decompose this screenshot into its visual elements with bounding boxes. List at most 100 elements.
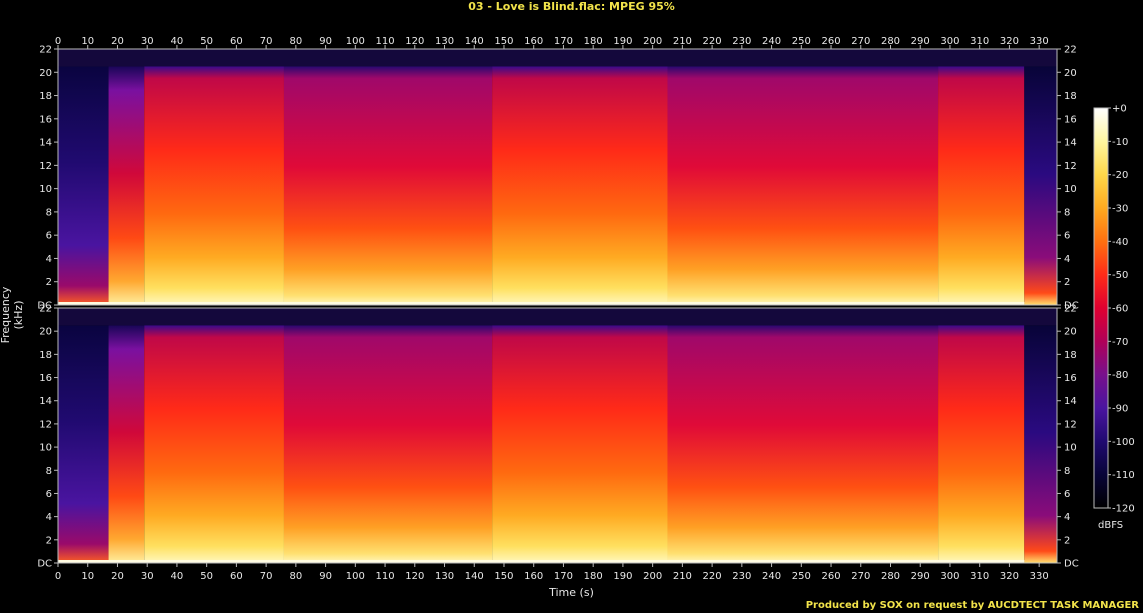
y-tick-label: 10 — [1064, 184, 1077, 195]
x-tick-label: 190 — [613, 571, 632, 582]
y-tick-label: 16 — [1064, 114, 1077, 125]
spectrogram-segment — [938, 325, 1025, 563]
dc-band — [58, 560, 1025, 563]
y-tick-label: 16 — [39, 114, 52, 125]
x-tick-label: 140 — [465, 571, 484, 582]
y-tick-label: 4 — [1064, 254, 1070, 265]
x-tick-label: 20 — [111, 36, 124, 47]
x-tick-label: 270 — [851, 36, 870, 47]
y-tick-label: 6 — [46, 489, 52, 500]
y-tick-label: 14 — [39, 396, 52, 407]
x-tick-label: 20 — [111, 571, 124, 582]
x-tick-label: 220 — [703, 571, 722, 582]
x-tick-label: 40 — [171, 571, 184, 582]
x-tick-label: 290 — [911, 36, 930, 47]
x-tick-label: 290 — [911, 571, 930, 582]
x-tick-label: 260 — [821, 571, 840, 582]
x-tick-label: 260 — [821, 36, 840, 47]
chart-title: 03 - Love is Blind.flac: MPEG 95% — [468, 0, 675, 13]
x-tick-label: 180 — [584, 36, 603, 47]
y-tick-label: 20 — [1064, 68, 1077, 79]
y-tick-label: DC — [37, 559, 52, 570]
colorbar-tick-label: -30 — [1112, 204, 1128, 215]
y-tick-label: 18 — [39, 350, 52, 361]
x-tick-label: 100 — [346, 571, 365, 582]
x-tick-label: 30 — [141, 571, 154, 582]
spectrogram-segment — [492, 325, 668, 563]
x-tick-label: 180 — [584, 571, 603, 582]
y-tick-label: 4 — [46, 254, 52, 265]
x-tick-label: 70 — [260, 36, 273, 47]
y-tick-label: 8 — [46, 466, 52, 477]
panel-border — [57, 48, 1058, 306]
colorbar-tick-label: +0 — [1112, 104, 1127, 115]
x-tick-label: 30 — [141, 36, 154, 47]
x-tick-label: 130 — [435, 571, 454, 582]
y-tick-label: 8 — [46, 207, 52, 218]
x-tick-label: 330 — [1030, 571, 1049, 582]
y-tick-label: 18 — [1064, 350, 1077, 361]
spectrogram-segment — [492, 66, 668, 305]
x-tick-label: 200 — [643, 36, 662, 47]
y-tick-label: 10 — [39, 184, 52, 195]
y-tick-label: 2 — [46, 277, 52, 288]
panel-border — [57, 307, 1058, 564]
x-tick-label: 160 — [524, 571, 543, 582]
spectrogram-segment — [283, 325, 493, 563]
above-cutoff-band — [58, 308, 1057, 326]
x-tick-label: 240 — [762, 36, 781, 47]
y-tick-label: 12 — [39, 161, 52, 172]
y-tick-label: 16 — [1064, 373, 1077, 384]
x-axis-label: Time (s) — [549, 586, 594, 599]
spectrogram-segment — [144, 325, 284, 563]
x-tick-label: 250 — [792, 36, 811, 47]
colorbar-tick-label: -40 — [1112, 237, 1128, 248]
x-tick-label: 210 — [673, 36, 692, 47]
y-tick-label: 6 — [1064, 489, 1070, 500]
x-tick-label: 320 — [1000, 36, 1019, 47]
colorbar-tick-label: -60 — [1112, 304, 1128, 315]
spectrogram-segment — [58, 325, 109, 563]
x-tick-label: 310 — [970, 36, 989, 47]
y-tick-label: 22 — [1064, 45, 1077, 56]
colorbar-tick-label: -20 — [1112, 170, 1128, 181]
y-axis-label: Frequency (kHz) — [0, 286, 25, 344]
x-tick-label: 280 — [881, 36, 900, 47]
x-tick-label: 250 — [792, 571, 811, 582]
x-tick-label: 140 — [465, 36, 484, 47]
y-tick-label: 18 — [39, 91, 52, 102]
y-tick-label: 8 — [1064, 207, 1070, 218]
x-tick-label: 130 — [435, 36, 454, 47]
x-tick-label: 150 — [494, 571, 513, 582]
x-tick-label: 80 — [289, 571, 302, 582]
y-tick-label: 16 — [39, 373, 52, 384]
x-tick-label: 80 — [289, 36, 302, 47]
spectrogram-segment — [938, 66, 1025, 305]
x-tick-label: 50 — [200, 36, 213, 47]
y-tick-label: 22 — [39, 304, 52, 315]
y-tick-label: 22 — [39, 45, 52, 56]
x-tick-label: 270 — [851, 571, 870, 582]
colorbar-tick-label: -70 — [1112, 337, 1128, 348]
y-tick-label: 14 — [39, 138, 52, 149]
y-tick-label: 12 — [1064, 161, 1077, 172]
y-tick-label: 2 — [1064, 535, 1070, 546]
x-tick-label: 90 — [319, 571, 332, 582]
colorbar-tick-label: -10 — [1112, 137, 1128, 148]
x-tick-label: 0 — [55, 571, 61, 582]
y-tick-label: 12 — [1064, 419, 1077, 430]
spectrogram-segment — [667, 66, 939, 305]
x-tick-label: 120 — [405, 36, 424, 47]
x-tick-label: 150 — [494, 36, 513, 47]
x-tick-label: 110 — [376, 571, 395, 582]
x-tick-label: 230 — [732, 36, 751, 47]
y-tick-label: 10 — [39, 443, 52, 454]
x-tick-label: 200 — [643, 571, 662, 582]
y-tick-label: 4 — [46, 512, 52, 523]
colorbar-tick-label: -110 — [1112, 470, 1135, 481]
x-tick-label: 60 — [230, 36, 243, 47]
y-tick-label: 2 — [46, 535, 52, 546]
y-tick-label: 14 — [1064, 396, 1077, 407]
y-tick-label: 4 — [1064, 512, 1070, 523]
